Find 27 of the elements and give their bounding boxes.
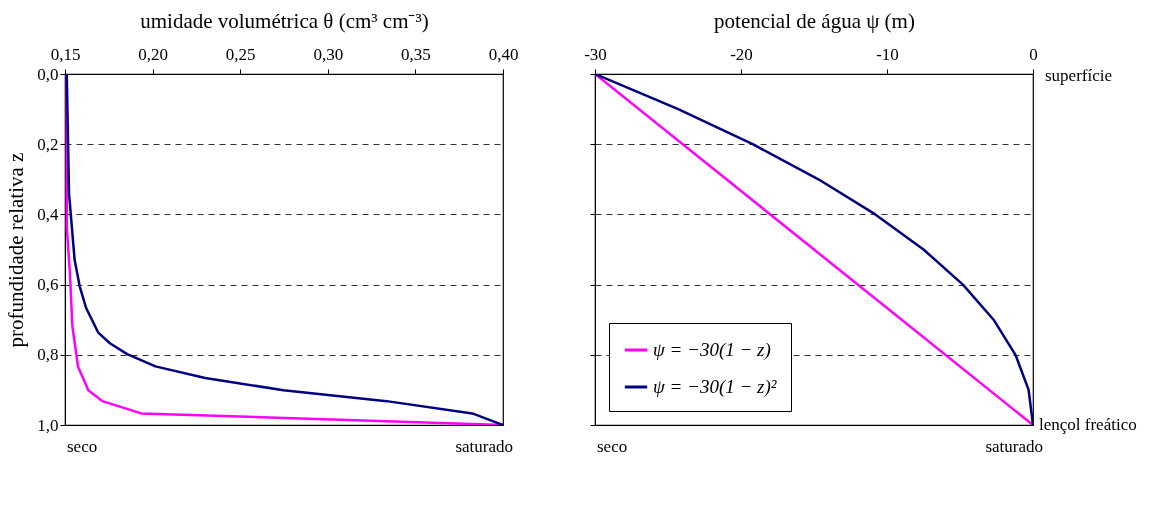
y-tick-label: 0,6 (37, 275, 59, 295)
legend-label: ψ = −30(1 − z) (653, 339, 771, 361)
x-tick-label: 0,20 (138, 44, 168, 64)
x-tick-label: 0,40 (488, 44, 519, 64)
x-axis-title: potencial de água ψ (m) (714, 8, 915, 33)
y-axis-title: profundidade relativa z (4, 152, 29, 348)
x-tick-label: -20 (730, 44, 753, 64)
y-tick-label: 1,0 (37, 415, 59, 435)
x-tick-label: 0,30 (313, 44, 344, 64)
text: saturado (455, 437, 513, 456)
x-tick-label: -10 (876, 44, 899, 64)
x-tick-label: 0,25 (225, 44, 256, 64)
text: seco (67, 437, 98, 456)
y-tick-label: 0,8 (37, 345, 59, 365)
x-tick-label: 0,15 (50, 44, 81, 64)
y-tick-label: 0,4 (37, 204, 59, 224)
x-tick-label: 0,35 (401, 44, 431, 64)
text: seco (597, 437, 628, 456)
x-tick-label: 0 (1029, 44, 1038, 64)
x-tick-label: -30 (584, 44, 607, 64)
legend-label: ψ = −30(1 − z)² (653, 376, 777, 398)
y-tick-label: 0,2 (37, 134, 59, 154)
text: lençol freático (1039, 415, 1137, 434)
x-axis-title: umidade volumétrica θ (cm³ cm⁻³) (140, 8, 429, 33)
text: saturado (985, 437, 1043, 456)
text: superfície (1045, 66, 1113, 85)
y-tick-label: 0,0 (37, 64, 59, 84)
